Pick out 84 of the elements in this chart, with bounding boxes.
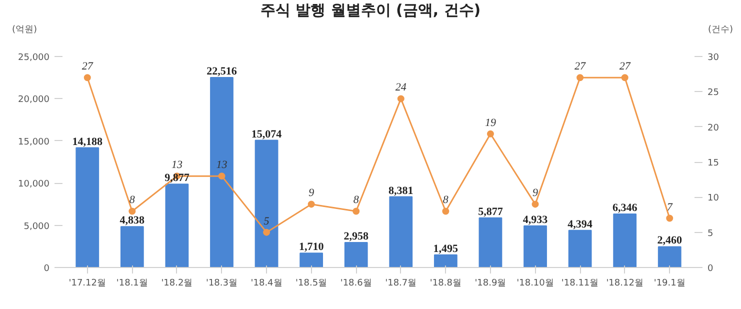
data-label: 7 (666, 201, 673, 214)
data-label: 27 (574, 60, 586, 73)
point (397, 95, 404, 102)
bar (389, 196, 413, 268)
x-tick-label: '17.12월 (68, 278, 106, 288)
y-tick-label: 15,000 (18, 137, 50, 148)
bar (434, 254, 458, 268)
data-label: 27 (82, 60, 94, 73)
bar (120, 226, 144, 268)
bar (300, 252, 324, 268)
bar (76, 147, 100, 268)
data-label: 2,958 (344, 230, 369, 243)
x-tick-label: '18.12월 (606, 278, 644, 288)
data-label: 9 (532, 187, 539, 200)
data-label: 8,381 (388, 184, 414, 197)
data-label: 1,495 (433, 242, 459, 255)
point (218, 172, 226, 180)
x-tick-label: '18.9월 (474, 278, 506, 288)
x-tick-label: '18.11월 (561, 278, 599, 288)
point (576, 74, 584, 82)
point (532, 200, 539, 208)
data-label: 8 (129, 194, 136, 206)
x-tick-label: '18.7월 (385, 278, 417, 288)
bar (478, 217, 502, 268)
x-tick-label: '18.2월 (161, 278, 193, 288)
y2-tick-label: 10 (708, 194, 720, 204)
x-tick-label: '18.3월 (206, 278, 238, 288)
data-label: 4,838 (120, 214, 146, 227)
bar (254, 140, 278, 268)
data-label: 2,460 (657, 234, 682, 247)
point (442, 208, 450, 215)
y2-tick-label: 30 (708, 53, 720, 63)
data-label: 5,877 (478, 206, 504, 218)
x-tick-label: '18.4월 (250, 278, 282, 288)
bar (658, 246, 682, 268)
data-label: 13 (216, 159, 228, 172)
x-tick-label: '18.5월 (296, 278, 328, 288)
bar (568, 230, 592, 268)
bar (165, 184, 189, 268)
data-label: 22,516 (206, 65, 238, 78)
data-label: 15,074 (251, 128, 282, 140)
x-tick-label: '18.6월 (340, 278, 372, 288)
point (352, 208, 360, 215)
point (128, 208, 136, 215)
bar (344, 242, 368, 268)
data-label: 4,394 (568, 218, 593, 230)
x-tick-label: '19.1월 (654, 278, 686, 288)
point (84, 74, 91, 82)
chart-title: 주식 발행 월별추이 (금액, 건수) (260, 0, 481, 21)
y2-axis-title: (건수) (708, 24, 733, 37)
point (263, 228, 270, 236)
data-label: 6,346 (612, 202, 638, 214)
point (621, 74, 628, 82)
data-label: 13 (171, 159, 183, 172)
data-label: 5 (264, 215, 270, 228)
y-tick-label: 0 (44, 264, 50, 274)
y2-tick-label: 15 (708, 158, 719, 168)
y-tick-label: 25,000 (18, 53, 50, 63)
data-label: 1,710 (298, 241, 324, 254)
point (666, 214, 674, 222)
point (308, 200, 315, 208)
data-label: 8 (353, 194, 360, 206)
data-label: 4,933 (522, 214, 548, 226)
data-label: 9 (308, 187, 315, 200)
data-label: 27 (619, 60, 631, 73)
y2-tick-label: 5 (708, 228, 714, 239)
y-tick-label: 5,000 (24, 222, 50, 232)
data-label: 8 (442, 194, 449, 206)
y-axis-title: (억원) (12, 24, 38, 37)
data-label: 19 (484, 116, 496, 129)
y2-tick-label: 0 (708, 264, 714, 274)
data-label: 24 (395, 82, 407, 94)
x-tick-label: '18.10월 (516, 278, 554, 288)
y-tick-label: 10,000 (18, 180, 50, 190)
y2-tick-label: 20 (708, 123, 720, 134)
y-tick-label: 20,000 (18, 95, 50, 106)
x-tick-label: '18.1월 (116, 278, 148, 288)
y2-tick-label: 25 (708, 88, 719, 98)
point (486, 130, 494, 138)
data-label: 14,188 (72, 136, 103, 148)
x-tick-label: '18.8월 (430, 278, 462, 288)
bar (524, 225, 547, 268)
bar (613, 213, 637, 268)
bar (210, 76, 234, 268)
